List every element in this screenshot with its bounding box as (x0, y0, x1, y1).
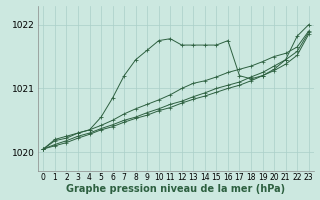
X-axis label: Graphe pression niveau de la mer (hPa): Graphe pression niveau de la mer (hPa) (67, 184, 285, 194)
